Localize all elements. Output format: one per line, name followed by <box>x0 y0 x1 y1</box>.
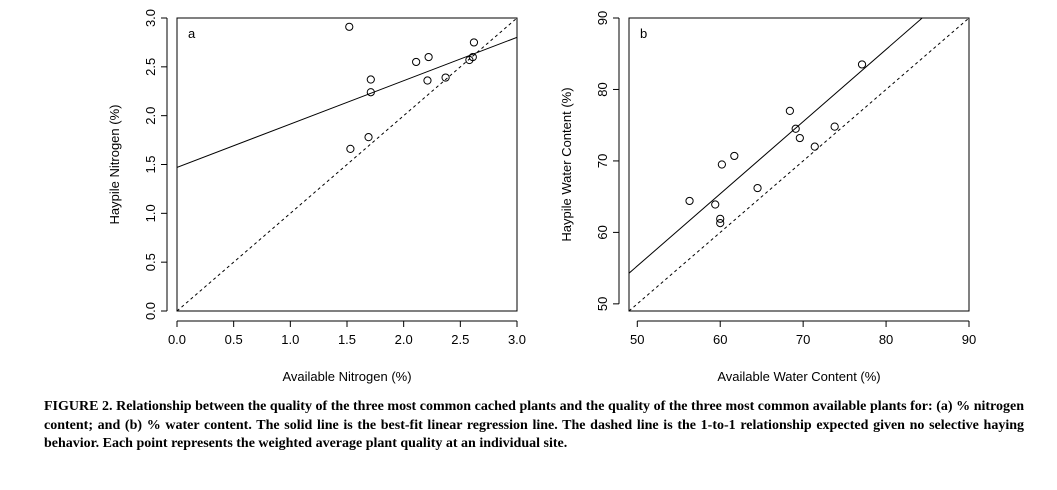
data-point <box>364 133 373 142</box>
data-point <box>716 219 725 228</box>
data-point <box>685 196 694 206</box>
plot-frame <box>628 17 970 312</box>
chart-panel-b: 50 60 70 80 90 Available Water Content (%) 50 6… <box>559 11 976 384</box>
x-tick-label: 0.0 <box>168 332 186 347</box>
x-tick-label: 1.0 <box>281 332 299 347</box>
data-point <box>785 106 794 116</box>
data-point <box>469 38 479 47</box>
y-axis: 50 60 70 80 90 <box>595 11 620 311</box>
figure: 0.0 0.5 1.0 1.5 2.0 2.5 3.0 Available Nitrogen … <box>107 9 976 384</box>
y-tick-label: 90 <box>595 11 610 25</box>
y-tick-label: 2.5 <box>143 58 158 76</box>
data-point <box>424 52 433 62</box>
y-axis: 0.0 0.5 1.0 1.5 2.0 2.5 3.0 <box>143 9 168 320</box>
data-point <box>423 76 432 85</box>
y-axis-label: Haypile Nitrogen (%) <box>107 105 122 225</box>
data-point <box>366 75 375 84</box>
data-point <box>795 133 804 143</box>
data-point <box>857 60 867 69</box>
data-point <box>346 144 355 153</box>
chart-panel-a: 0.0 0.5 1.0 1.5 2.0 2.5 3.0 Available Nitrogen … <box>107 9 526 384</box>
x-tick-label: 1.5 <box>338 332 356 347</box>
y-tick-label: 80 <box>595 82 610 96</box>
x-tick-label: 80 <box>879 332 893 347</box>
panel-label: b <box>640 26 647 41</box>
x-tick-label: 90 <box>962 332 976 347</box>
x-tick-label: 60 <box>713 332 727 347</box>
data-point <box>468 52 477 62</box>
x-tick-label: 2.5 <box>451 332 469 347</box>
one-to-one-line <box>629 18 969 311</box>
x-tick-label: 3.0 <box>508 332 526 347</box>
x-tick-label: 2.0 <box>395 332 413 347</box>
y-tick-label: 1.5 <box>143 155 158 173</box>
data-point <box>730 151 739 161</box>
panel-label: a <box>188 26 196 41</box>
y-tick-label: 0.0 <box>143 302 158 320</box>
regression-line <box>629 18 923 274</box>
x-axis-label: Available Water Content (%) <box>717 369 880 384</box>
y-tick-label: 50 <box>595 297 610 311</box>
x-axis-label: Available Nitrogen (%) <box>282 369 411 384</box>
data-point <box>716 214 725 223</box>
y-tick-label: 1.0 <box>143 204 158 222</box>
y-tick-label: 70 <box>595 154 610 168</box>
plot-frame <box>176 17 518 312</box>
data-point <box>753 183 762 193</box>
data-point <box>412 57 421 67</box>
data-point <box>717 160 726 169</box>
y-tick-label: 60 <box>595 225 610 239</box>
y-tick-label: 0.5 <box>143 253 158 271</box>
data-point <box>366 88 375 97</box>
data-point <box>791 124 800 133</box>
y-axis-label: Haypile Water Content (%) <box>559 87 574 241</box>
x-axis: 0.0 0.5 1.0 1.5 2.0 2.5 3.0 <box>168 320 526 347</box>
y-tick-label: 3.0 <box>143 9 158 27</box>
x-tick-label: 70 <box>796 332 810 347</box>
data-point <box>441 73 450 82</box>
x-axis: 50 60 70 80 90 <box>630 320 976 347</box>
data-point <box>810 142 819 151</box>
one-to-one-line <box>177 18 517 311</box>
x-tick-label: 50 <box>630 332 644 347</box>
regression-line <box>177 36 517 168</box>
figure-caption: FIGURE 2. Relationship between the quali… <box>44 399 1024 451</box>
data-point <box>830 122 839 131</box>
y-tick-label: 2.0 <box>143 107 158 125</box>
data-point <box>345 22 354 31</box>
data-point <box>711 200 720 209</box>
x-tick-label: 0.5 <box>225 332 243 347</box>
